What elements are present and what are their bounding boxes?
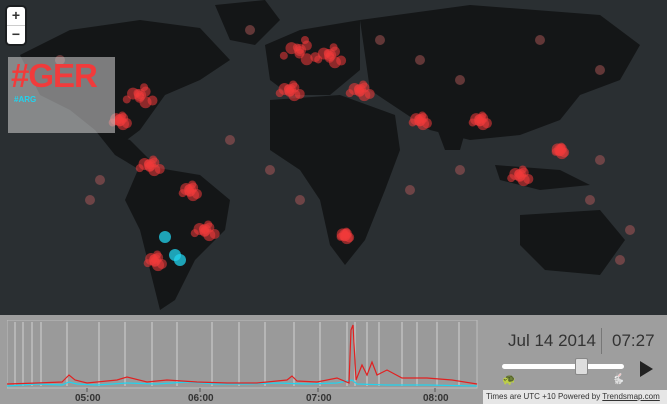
map-canvas [20,0,640,310]
speed-slider[interactable] [502,364,624,369]
rabbit-icon: 🐇 [611,372,625,385]
tweet-bubble [178,189,187,198]
legend-secondary-hashtag[interactable]: #ARG [14,95,37,104]
zoom-out-button[interactable]: − [11,26,21,42]
tweet-bubble [203,229,216,242]
tweet-bubble [468,118,477,127]
central-america-landmass [95,130,150,170]
world-map[interactable]: + − #GER #ARG [0,0,667,315]
trendsmap-link[interactable]: Trendsmap.com [602,392,660,401]
south-america-landmass [125,165,230,310]
timeline-panel: 05:00 06:00 07:00 08:00 Jul 14 2014 07:2… [0,315,667,404]
tweet-bubble [225,135,235,145]
timeline-chart [7,320,478,392]
tweet-bubble [85,195,95,205]
north-america-landmass [20,20,230,145]
activity-timeline[interactable]: 05:00 06:00 07:00 08:00 [7,320,482,404]
tweet-bubble [187,189,200,202]
tweet-bubble [358,89,371,102]
tweet-bubble [135,164,144,173]
current-time: 07:27 [612,331,655,350]
powered-by-text: Powered by [557,392,601,401]
timeline-tick-label: 06:00 [188,393,214,404]
india-landmass [430,110,470,150]
tweet-bubble [517,174,530,187]
tweet-bubble [535,35,545,45]
tweet-bubble [615,255,625,265]
zoom-control: + − [7,7,25,44]
tweet-bubble [323,49,332,58]
tweet-bubble [292,43,301,52]
hashtag-legend: #GER #ARG [8,57,115,133]
tweet-bubble [328,56,341,69]
tweet-bubble [455,75,465,85]
tweet-bubble [301,40,312,51]
tweet-bubble [300,53,313,66]
tweet-bubble [95,175,105,185]
tweet-bubble [405,185,415,195]
tweet-bubble [122,95,131,104]
tweet-bubble [117,118,130,131]
tweet-bubble [415,55,425,65]
australia-landmass [520,210,625,275]
speed-slider-thumb[interactable] [575,358,588,375]
tweet-bubble [140,86,151,97]
current-date: Jul 14 2014 [508,331,596,350]
tweet-bubble [314,55,323,64]
tweet-bubble [345,89,354,98]
tweet-bubble [477,118,490,131]
tweet-bubble [133,89,142,98]
tweet-bubble [595,155,605,165]
tweet-bubble [417,118,430,131]
tweet-bubble [148,164,161,177]
tweet-bubble [585,195,595,205]
tweet-bubble [408,118,417,127]
tweet-bubble [265,165,275,175]
tweet-bubble [330,46,341,57]
tweet-bubble [551,147,560,156]
tweet-bubble [143,259,152,268]
primary-hashtag-volume-line [7,324,478,385]
tweet-bubble-secondary [174,254,186,266]
greenland-landmass [215,0,280,45]
map-attribution: Times are UTC +10 Powered by Trendsmap.c… [483,390,667,404]
tweet-bubble [275,89,284,98]
divider [601,328,602,354]
tweet-bubble [288,89,301,102]
tweet-bubble [152,259,165,272]
legend-primary-hashtag[interactable]: #GER [11,57,98,94]
turtle-icon: 🐢 [502,373,516,386]
tweet-bubble [295,195,305,205]
africa-landmass [270,95,400,265]
timeline-tick-label: 07:00 [306,393,332,404]
zoom-in-button[interactable]: + [7,7,25,26]
tweet-bubble [245,25,255,35]
tweet-bubble [190,229,199,238]
tweet-bubble [336,232,345,241]
tweet-bubble [375,35,385,45]
tweet-bubble [455,165,465,175]
timezone-note: Times are UTC +10 [486,392,556,401]
tweet-bubble [625,225,635,235]
secondary-hashtag-volume-line [7,379,478,387]
tweet-bubble [139,96,152,109]
timeline-tick-label: 08:00 [423,393,449,404]
play-button[interactable] [640,361,653,377]
tweet-bubble [595,65,605,75]
asia-landmass [360,5,640,140]
timeline-tick-label: 05:00 [75,393,101,404]
tweet-bubble [507,174,516,183]
tweet-bubble-secondary [159,231,171,243]
tweet-bubble [279,51,288,60]
